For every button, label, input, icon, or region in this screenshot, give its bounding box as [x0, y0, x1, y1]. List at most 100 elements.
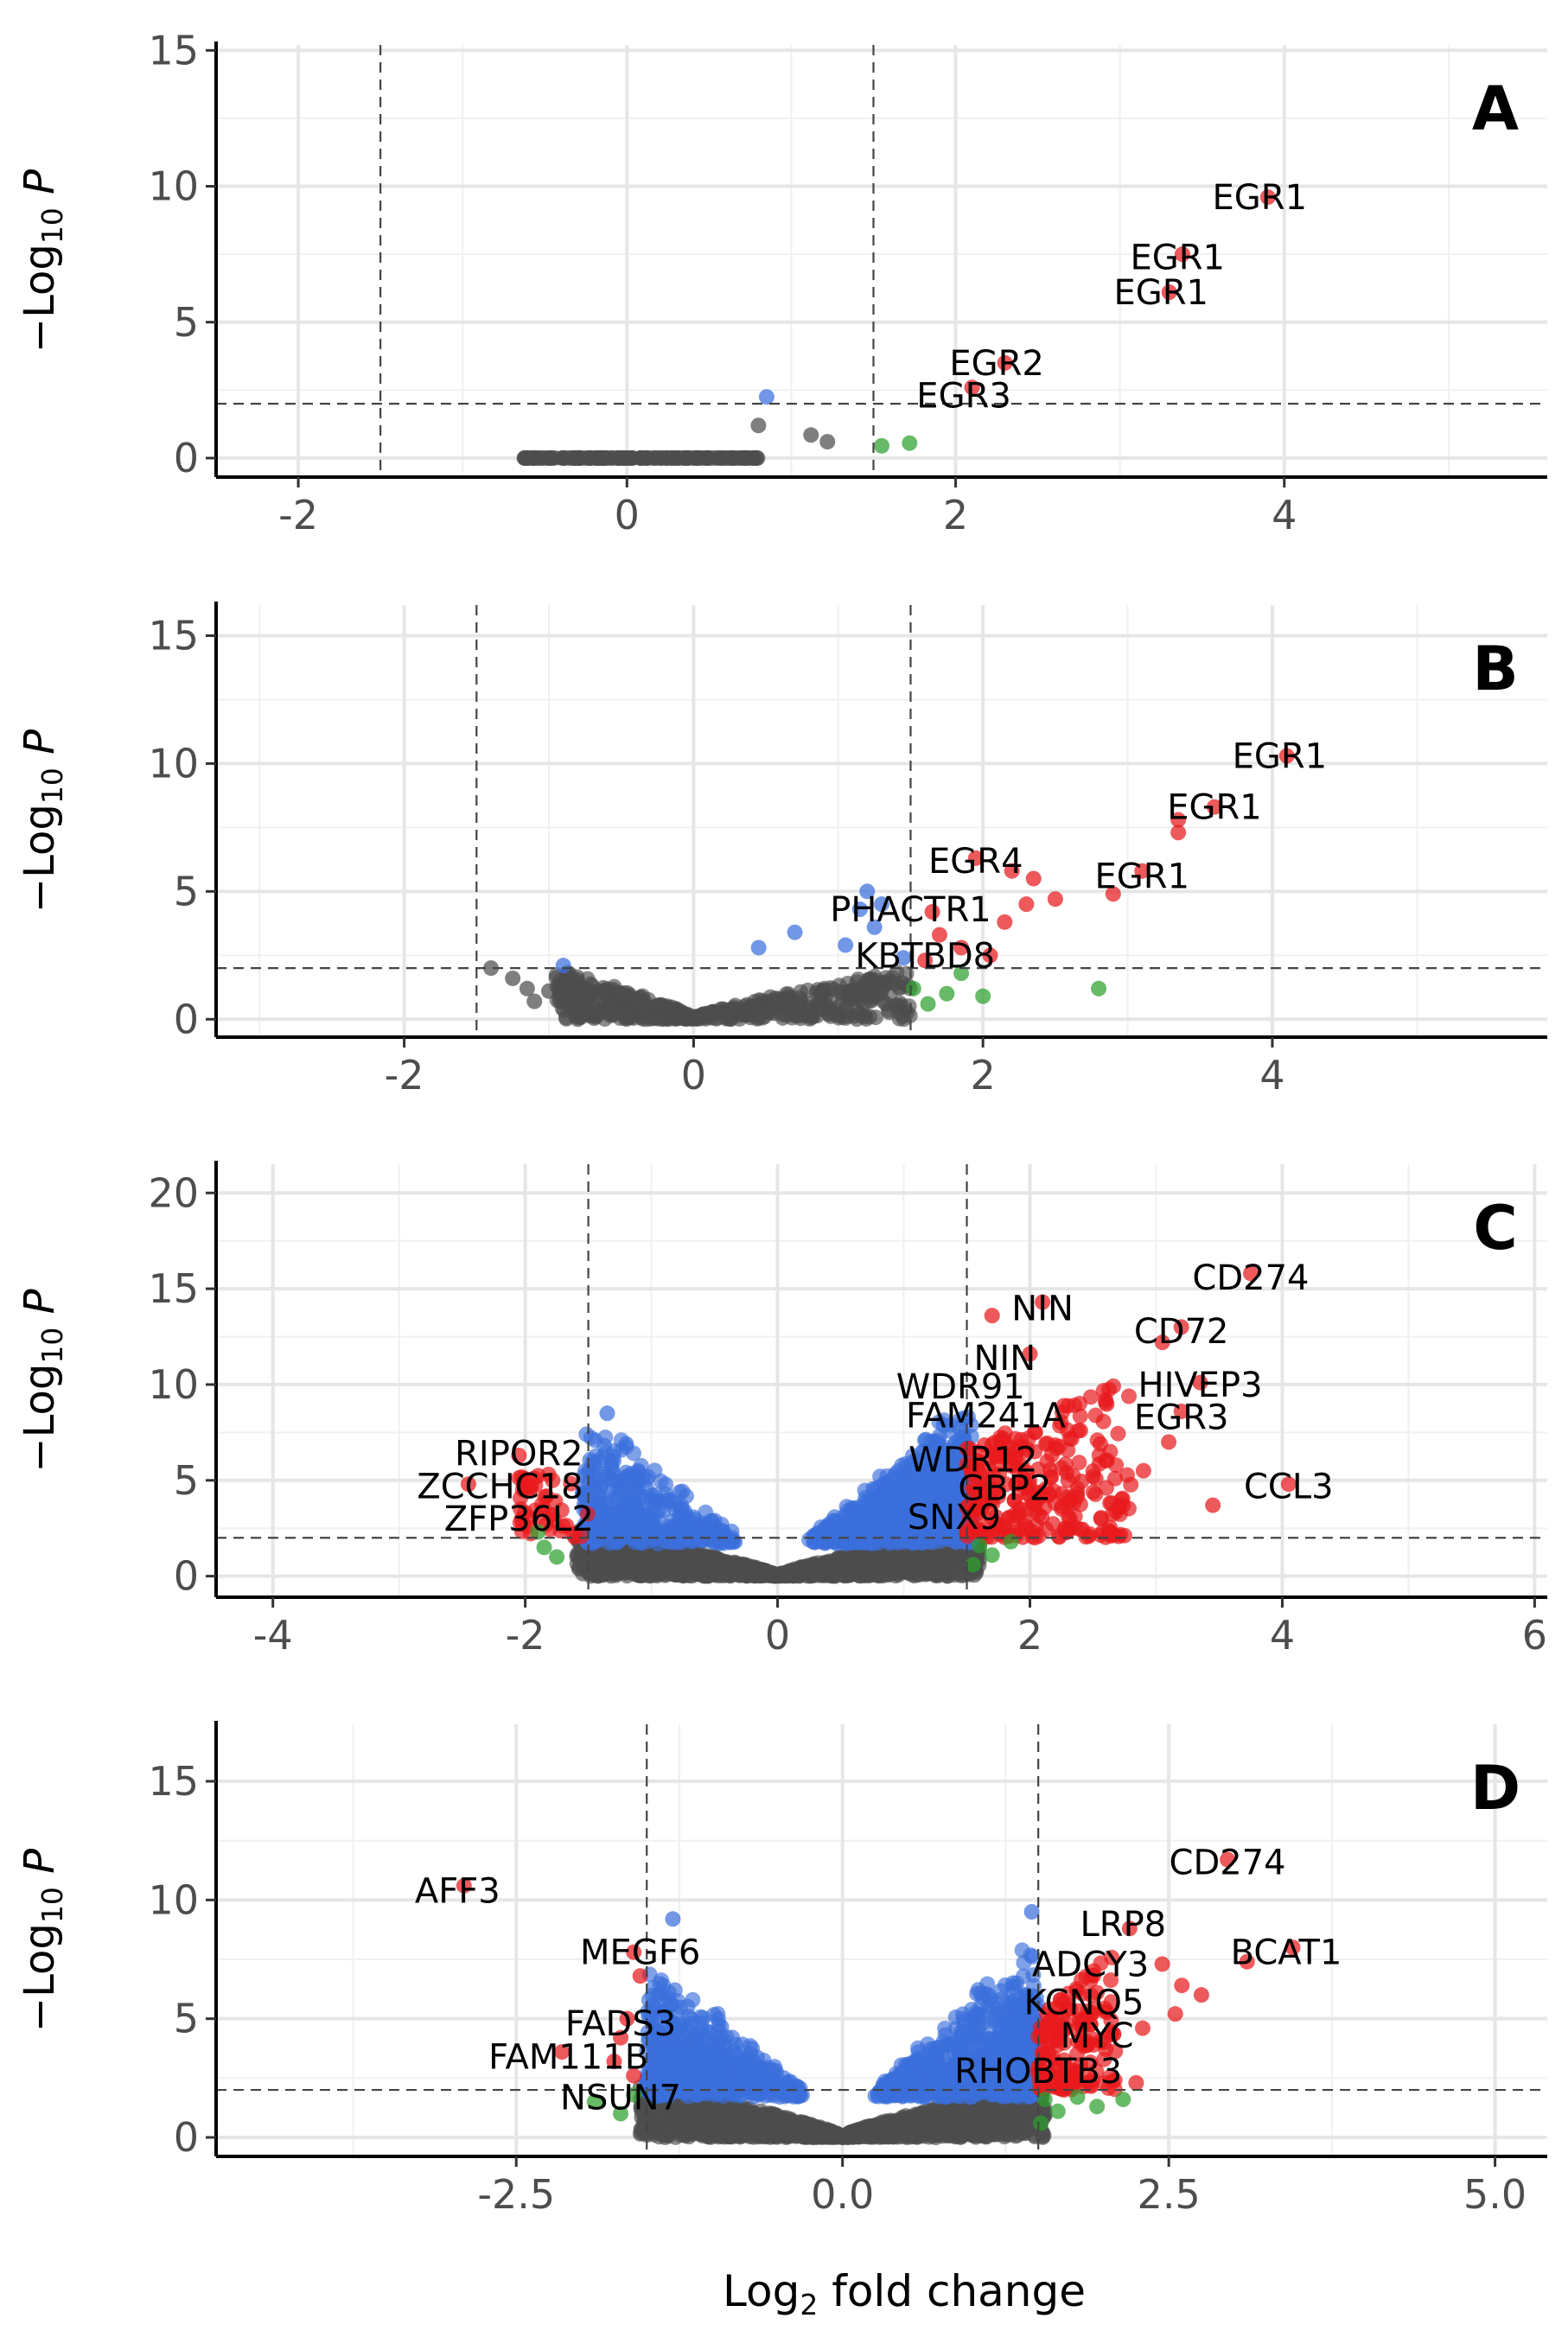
x-tick-label: -2: [385, 1052, 424, 1099]
point-p-and-log2fc: [982, 947, 998, 964]
point-p-and-log2fc: [1170, 825, 1187, 841]
point-p-and-log2fc: [924, 904, 940, 920]
point-p-and-log2fc: [997, 914, 1013, 930]
point-p-only: [874, 896, 889, 913]
y-axis-title-log: −Log: [16, 804, 64, 913]
y-tick-label: 0: [174, 1553, 199, 1600]
point-p-and-log2fc: [1098, 1392, 1114, 1408]
point-p-and-log2fc: [1161, 284, 1177, 301]
gene-label: EGR1: [1213, 178, 1308, 218]
point-p-only: [618, 1436, 634, 1452]
point-p-and-log2fc: [1110, 1425, 1126, 1442]
x-tick-label: 6: [1522, 1612, 1547, 1659]
gene-label: EGR1: [1095, 857, 1190, 897]
point-ns: [837, 1568, 853, 1584]
point-ns: [750, 417, 767, 434]
x-tick-label: 2: [971, 1052, 996, 1099]
point-ns: [670, 449, 686, 466]
gene-label: SNX9: [908, 1498, 1001, 1538]
gene-label: EGR1: [1167, 788, 1262, 828]
point-ns: [800, 1002, 816, 1018]
y-tick-label: 15: [148, 1265, 199, 1312]
point-ns: [853, 1560, 870, 1576]
gene-label: FAM241A: [906, 1396, 1067, 1436]
point-ns: [629, 1552, 646, 1569]
point-log2fc-only: [1003, 1533, 1019, 1550]
y-tick-label: 5: [174, 868, 199, 914]
point-p-and-log2fc: [1105, 886, 1121, 902]
point-log2fc-only: [984, 1547, 1000, 1564]
point-p-only: [896, 950, 912, 966]
point-p-and-log2fc: [1006, 1506, 1023, 1523]
point-p-and-log2fc: [1004, 863, 1020, 879]
point-ns: [731, 449, 748, 466]
point-p-only: [678, 1522, 694, 1538]
point-p-only: [758, 389, 774, 405]
point-p-and-log2fc: [1278, 748, 1295, 764]
point-log2fc-only: [902, 435, 918, 451]
point-p-only: [832, 1526, 848, 1543]
x-tick-label: -4: [253, 1612, 293, 1659]
point-log2fc-only: [874, 437, 889, 454]
gene-label: PHACTR1: [830, 890, 991, 930]
point-ns: [714, 449, 730, 466]
point-p-only: [838, 937, 854, 953]
point-p-only: [813, 1519, 829, 1535]
point-ns: [518, 449, 534, 466]
point-p-and-log2fc: [931, 927, 947, 943]
gene-label: EGR4: [928, 842, 1023, 882]
x-tick-label: -2: [506, 1612, 545, 1659]
point-ns: [519, 980, 535, 997]
y-axis-title-p: P: [16, 729, 64, 767]
panel-letter: A: [1472, 73, 1519, 144]
x-tick-label: 0: [615, 492, 640, 538]
point-log2fc-only: [1091, 980, 1107, 997]
y-tick-label: 10: [148, 740, 199, 787]
point-ns: [864, 987, 880, 1003]
point-ns: [570, 1011, 586, 1028]
point-p-and-log2fc: [1098, 1480, 1114, 1496]
gene-label: EGR1: [1113, 273, 1208, 313]
point-ns: [505, 970, 521, 986]
y-axis-title-p: P: [16, 1289, 64, 1327]
point-p-only: [664, 1520, 680, 1537]
point-p-only: [608, 1532, 624, 1549]
y-axis-title-sub: 10: [35, 767, 69, 804]
point-ns: [727, 997, 743, 1014]
point-p-and-log2fc: [1025, 870, 1042, 887]
point-p-only: [623, 1466, 640, 1482]
point-ns: [601, 449, 617, 466]
point-p-only: [596, 1437, 612, 1454]
point-log2fc-only: [549, 1549, 565, 1565]
y-tick-label: 5: [174, 299, 199, 346]
y-axis-title-log: −Log: [16, 1364, 64, 1473]
point-ns: [684, 1009, 700, 1025]
point-ns: [747, 1000, 763, 1016]
point-p-only: [750, 939, 767, 956]
point-p-and-log2fc: [1174, 246, 1190, 263]
point-p-and-log2fc: [1089, 1432, 1106, 1449]
point-p-and-log2fc: [1081, 1525, 1098, 1542]
point-p-only: [599, 1405, 615, 1422]
point-p-and-log2fc: [1047, 891, 1063, 908]
point-ns: [609, 1564, 625, 1580]
point-p-and-log2fc: [1087, 1407, 1104, 1423]
point-p-only: [625, 1531, 641, 1547]
point-ns: [571, 449, 588, 466]
point-ns: [713, 1556, 730, 1572]
point-ns: [878, 1562, 895, 1578]
point-log2fc-only: [939, 985, 955, 1002]
gene-label: NIN: [1011, 1289, 1074, 1328]
point-ns: [887, 976, 903, 992]
x-tick-label: 0: [681, 1052, 706, 1099]
point-log2fc-only: [920, 996, 936, 1012]
point-p-and-log2fc: [1018, 896, 1035, 913]
point-p-and-log2fc: [1207, 799, 1222, 815]
x-tick-label: 2: [1017, 1612, 1042, 1659]
x-tick-label: -2: [278, 492, 318, 538]
y-tick-label: 15: [148, 613, 199, 659]
point-log2fc-only: [536, 1539, 552, 1556]
point-ns: [947, 1567, 963, 1583]
